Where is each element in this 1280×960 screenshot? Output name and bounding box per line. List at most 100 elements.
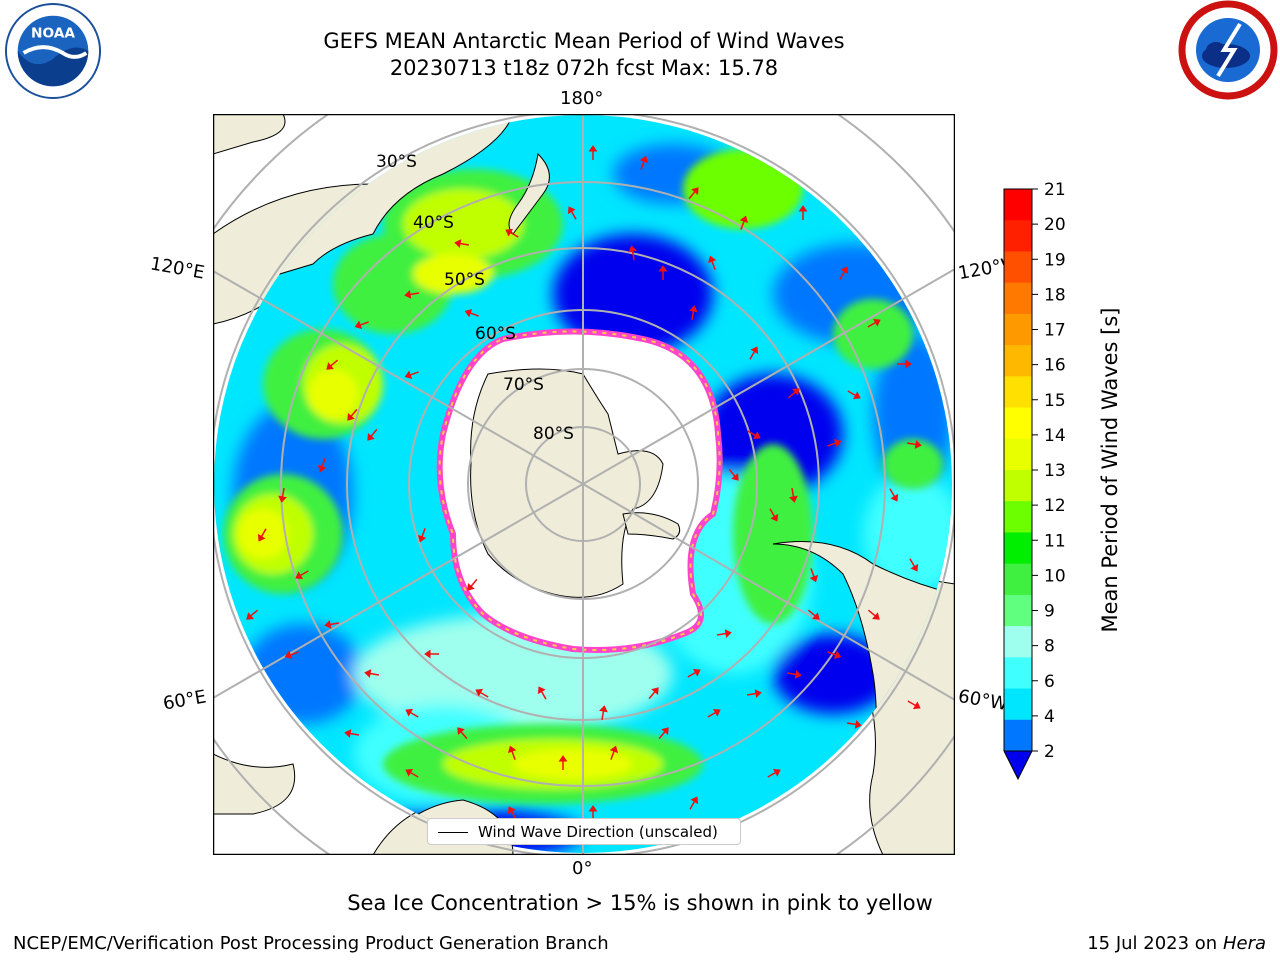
colorbar-band bbox=[1004, 345, 1032, 377]
wind-arrow bbox=[867, 318, 881, 328]
colorbar-band bbox=[1004, 313, 1032, 346]
wind-arrow bbox=[798, 205, 808, 220]
wind-arrow bbox=[344, 729, 360, 738]
wind-arrow bbox=[507, 806, 517, 820]
colorbar-band bbox=[1004, 501, 1032, 533]
footer-date: 15 Jul 2023 on Hera bbox=[1087, 933, 1266, 954]
wind-arrow bbox=[807, 609, 820, 620]
wind-arrow bbox=[728, 468, 739, 481]
wind-arrow bbox=[687, 668, 701, 678]
wind-arrow bbox=[609, 745, 619, 760]
wind-arrow bbox=[454, 239, 470, 248]
wind-arrow bbox=[707, 708, 721, 718]
wind-arrow bbox=[658, 265, 668, 280]
colorbar-tick-label: 4 bbox=[1044, 707, 1055, 727]
wind-arrow bbox=[347, 408, 358, 421]
wind-arrow bbox=[505, 228, 519, 238]
wind-arrow bbox=[767, 768, 781, 778]
polar-map bbox=[213, 114, 955, 855]
wind-arrow bbox=[326, 359, 339, 370]
map-legend: Wind Wave Direction (unscaled) bbox=[427, 818, 741, 845]
colorbar-band bbox=[1004, 438, 1032, 471]
colorbar-tick-label: 14 bbox=[1044, 426, 1066, 446]
graticule bbox=[213, 114, 955, 855]
wind-arrow bbox=[907, 700, 921, 710]
wind-arrow bbox=[457, 727, 468, 740]
wind-arrow bbox=[689, 796, 699, 810]
colorbar-tick-label: 17 bbox=[1044, 321, 1066, 341]
wind-arrow bbox=[405, 708, 419, 718]
colorbar-tick-label: 6 bbox=[1044, 672, 1055, 692]
wind-arrow bbox=[789, 487, 798, 503]
colorbar-tick-label: 12 bbox=[1044, 496, 1066, 516]
wind-arrow bbox=[405, 768, 419, 778]
colorbar-tick-label: 2 bbox=[1044, 742, 1055, 762]
wind-arrow bbox=[295, 570, 309, 580]
colorbar-extend-triangle bbox=[1003, 750, 1033, 781]
wind-arrow bbox=[787, 388, 800, 399]
wind-arrow bbox=[284, 650, 299, 660]
wind-arrow bbox=[464, 308, 479, 318]
colorbar-band bbox=[1004, 594, 1032, 627]
wind-arrow bbox=[689, 305, 698, 321]
footer-credit: NCEP/EMC/Verification Post Processing Pr… bbox=[13, 933, 609, 954]
wind-arrow bbox=[246, 609, 259, 620]
colorbar-tick-label: 8 bbox=[1044, 637, 1055, 657]
wind-wave-direction-arrows bbox=[246, 145, 922, 820]
wind-arrow bbox=[467, 578, 478, 591]
wind-arrow bbox=[688, 187, 699, 200]
wind-arrow bbox=[906, 440, 922, 449]
wind-arrow bbox=[747, 430, 761, 440]
wind-arrow bbox=[367, 428, 378, 441]
wind-arrow bbox=[786, 670, 802, 679]
wind-arrow bbox=[827, 650, 842, 660]
footer-date-text: 15 Jul 2023 on bbox=[1087, 933, 1223, 954]
wind-arrow bbox=[889, 488, 899, 502]
wind-arrow bbox=[749, 346, 759, 360]
wind-arrow bbox=[628, 245, 637, 261]
wind-arrow bbox=[897, 359, 912, 369]
colorbar-tick-label: 9 bbox=[1044, 602, 1055, 622]
colorbar-band bbox=[1004, 220, 1032, 252]
wind-arrow bbox=[588, 145, 598, 160]
wind-arrow bbox=[846, 720, 862, 729]
lat-label-30s: 30°S bbox=[376, 152, 417, 172]
wind-arrow bbox=[475, 688, 489, 698]
lat-label-80s: 80°S bbox=[533, 424, 574, 444]
wind-arrow bbox=[658, 727, 669, 740]
footer-host: Hera bbox=[1222, 933, 1266, 954]
lon-label-60e: 60°E bbox=[161, 686, 208, 715]
colorbar-tick-label: 19 bbox=[1044, 250, 1066, 270]
colorbar-tick-label: 21 bbox=[1044, 180, 1066, 200]
lon-label-0: 0° bbox=[572, 858, 593, 879]
wind-arrow bbox=[417, 528, 427, 543]
colorbar-label: Mean Period of Wind Waves [s] bbox=[1098, 307, 1122, 633]
noaa-logo: NOAA bbox=[4, 2, 102, 100]
wind-arrow bbox=[404, 370, 419, 380]
wind-arrow bbox=[567, 206, 577, 220]
colorbar-band bbox=[1004, 282, 1032, 315]
wind-arrow bbox=[317, 458, 327, 473]
wind-arrow bbox=[746, 689, 762, 698]
wind-arrow bbox=[839, 266, 849, 280]
wind-arrow bbox=[424, 649, 439, 659]
colorbar-band bbox=[1004, 688, 1032, 721]
wind-arrow bbox=[716, 629, 732, 638]
wind-arrow bbox=[639, 155, 649, 170]
chart-subtitle: 20230713 t18z 072h fcst Max: 15.78 bbox=[389, 56, 779, 80]
colorbar-tick-label: 18 bbox=[1044, 285, 1066, 305]
legend-label: Wind Wave Direction (unscaled) bbox=[478, 823, 718, 841]
wind-arrow bbox=[558, 755, 568, 770]
lat-label-50s: 50°S bbox=[444, 270, 485, 290]
colorbar-tick-label: 11 bbox=[1044, 531, 1066, 551]
colorbar-band bbox=[1004, 532, 1032, 565]
colorbar-band bbox=[1004, 251, 1032, 284]
sea-ice-note: Sea Ice Concentration > 15% is shown in … bbox=[347, 891, 933, 915]
lon-label-180: 180° bbox=[560, 88, 604, 109]
colorbar-band bbox=[1004, 470, 1032, 502]
wind-arrow bbox=[769, 508, 779, 522]
wind-arrow bbox=[354, 320, 369, 330]
wind-arrow bbox=[324, 620, 340, 629]
wind-arrow bbox=[404, 290, 420, 299]
colorbar: 21 20 19 18 17 16 15 14 13 12 11 10 9 8 6 4 2 bbox=[1003, 180, 1066, 781]
